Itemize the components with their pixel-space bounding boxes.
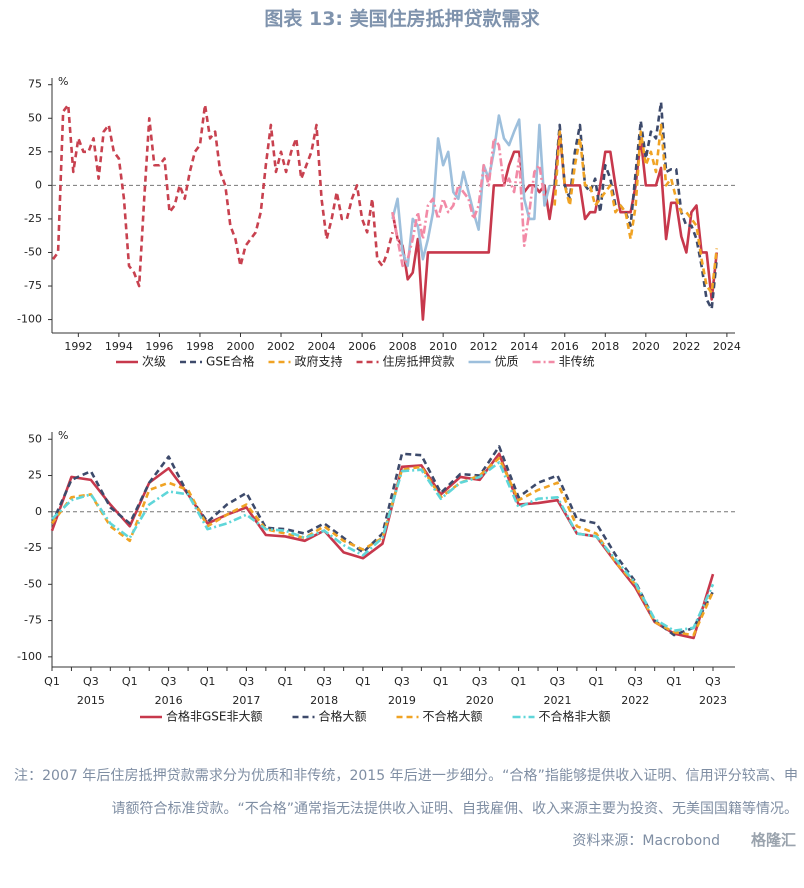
charts: % 75 50 25 0 -25 -50 -75 -100 1992 1994 1996 1998 200… [17,75,741,724]
x-tick-label: 2022 [672,340,700,353]
x-tick-label: Q3 [316,675,332,688]
x-tick-label: 2004 [308,340,336,353]
source: 资料来源：Macrobond [572,833,720,849]
legend-label: 次级 [142,355,166,369]
legend-label: 住房抵押贷款 [383,354,455,369]
y-tick-label: -75 [24,279,42,292]
series-line [391,137,546,268]
x-tick-label: 2006 [348,340,376,353]
x-tick-label: 2020 [632,340,660,353]
y-tick-label: -50 [24,245,42,258]
y-tick-label: -50 [24,577,42,590]
y-tick-label: 50 [28,111,42,124]
x-tick-label: 2000 [226,340,254,353]
y-tick-label: 25 [28,469,42,482]
x-tick-label: Q1 [666,675,682,688]
x-group-label: 2019 [388,694,416,707]
series-line [391,130,719,321]
series-line [553,123,719,295]
y-tick-label: -25 [24,541,42,554]
watermark: 格隆汇 [750,831,796,849]
x-tick-label: Q3 [394,675,410,688]
x-tick-label: Q1 [433,675,449,688]
x-tick-label: 2002 [267,340,295,353]
x-tick-label: Q1 [589,675,605,688]
x-tick-label: 2010 [429,340,457,353]
x-tick-label: Q3 [472,675,488,688]
x-tick-label: 2012 [470,340,498,353]
x-tick-label: Q3 [161,675,177,688]
x-group-label: 2021 [543,694,571,707]
x-tick-label: 1996 [145,340,173,353]
x-group-label: 2018 [310,694,338,707]
series-line [51,461,715,633]
y-unit: % [58,75,68,88]
legend-label: 不合格非大额 [539,709,611,724]
y-tick-label: 50 [28,432,42,445]
notes: 注：2007 年后住房抵押贷款需求分为优质和非传统，2015 年后进一步细分。“… [14,768,798,817]
series-line [391,114,551,268]
x-tick-label: Q3 [627,675,643,688]
x-tick-label: 2018 [591,340,619,353]
x-tick-label: 1994 [105,340,133,353]
x-tick-label: Q3 [239,675,255,688]
x-tick-label: 2014 [510,340,538,353]
x-group-label: 2017 [232,694,260,707]
legend-label: 合格大额 [319,709,367,724]
x-group-label: 2015 [77,694,105,707]
x-tick-label: Q1 [511,675,527,688]
x-tick-label: 1998 [186,340,214,353]
x-tick-label: Q1 [200,675,216,688]
y-tick-label: 0 [35,505,42,518]
x-tick-label: 2008 [389,340,417,353]
legend-label: 政府支持 [295,354,343,369]
y-tick-label: 25 [28,145,42,158]
x-tick-label: Q1 [277,675,293,688]
x-tick-label: Q3 [550,675,566,688]
x-group-label: 2016 [155,694,183,707]
x-tick-label: 2016 [551,340,579,353]
y-tick-label: -25 [24,212,42,225]
series-line [50,452,715,640]
series-line [50,456,715,637]
y-unit: % [58,429,68,442]
x-tick-label: 1992 [64,340,92,353]
x-tick-label: 2024 [713,340,741,353]
legend-label: 非传统 [559,354,595,369]
x-tick-label: Q1 [44,675,60,688]
x-group-label: 2022 [621,694,649,707]
y-tick-label: 75 [28,78,42,91]
y-tick-label: -100 [17,650,42,663]
y-tick-label: -100 [17,313,42,326]
legend-label: 优质 [495,355,519,369]
x-group-label: 2023 [699,694,727,707]
x-tick-label: Q1 [122,675,138,688]
x-group-label: 2020 [466,694,494,707]
legend-label: 合格非GSE非大额 [166,709,263,724]
figure-title: 图表 13: 美国住房抵押贷款需求 [264,8,540,30]
series-line [51,103,394,288]
y-tick-label: -75 [24,614,42,627]
x-tick-label: Q3 [83,675,99,688]
x-tick-label: Q1 [355,675,371,688]
legend-label: 不合格大额 [423,709,483,724]
legend-label: GSE合格 [206,354,255,369]
y-tick-label: 0 [35,178,42,191]
x-tick-label: Q3 [705,675,721,688]
